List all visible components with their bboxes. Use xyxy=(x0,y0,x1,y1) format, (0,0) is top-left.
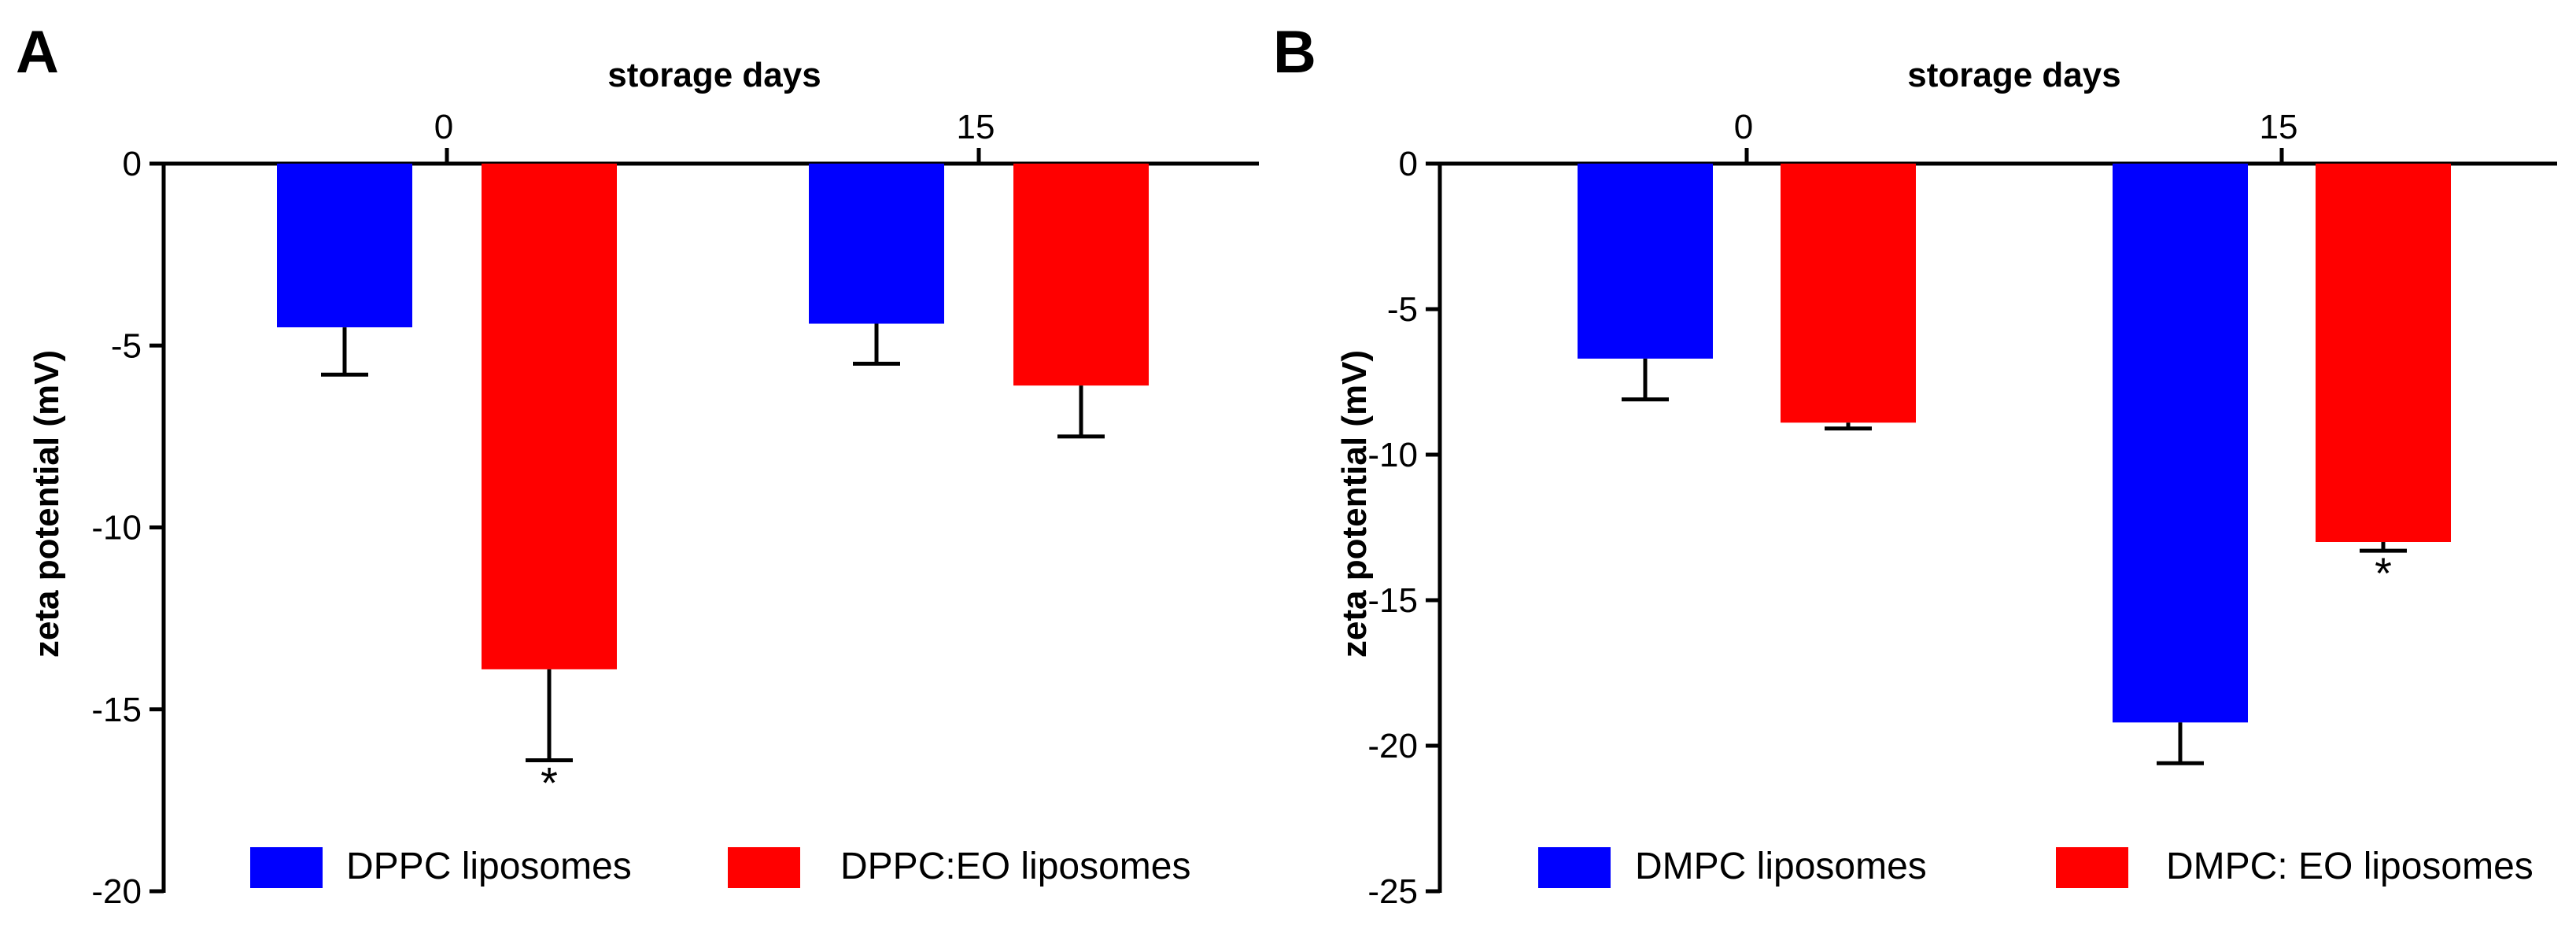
bar-red-0 xyxy=(1781,164,1916,423)
y-tick-label: -5 xyxy=(1387,290,1418,329)
significance-star: * xyxy=(2375,548,2392,598)
significance-star: * xyxy=(541,758,558,808)
bar-red-15 xyxy=(1013,164,1149,386)
y-tick-label: -20 xyxy=(1367,727,1418,765)
x-axis-title: storage days xyxy=(1907,56,2120,94)
legend-label: DPPC liposomes xyxy=(346,846,632,887)
legend-label: DPPC:EO liposomes xyxy=(840,846,1190,887)
bar-blue-15 xyxy=(2113,164,2248,723)
legend-label: DMPC liposomes xyxy=(1635,846,1927,887)
y-tick-label: 0 xyxy=(1399,145,1418,183)
bar-red-15 xyxy=(2316,164,2451,542)
bar-blue-15 xyxy=(809,164,944,324)
y-axis-title: zeta potential (mV) xyxy=(28,350,66,658)
y-tick-label: -25 xyxy=(1367,872,1418,911)
panel-letter: B xyxy=(1273,19,1316,86)
panel-letter: A xyxy=(16,19,59,86)
x-tick-label: 0 xyxy=(1734,108,1753,146)
y-tick-label: -5 xyxy=(111,326,142,365)
legend-label: DMPC: EO liposomes xyxy=(2166,846,2534,887)
legend-swatch xyxy=(250,847,323,888)
y-tick-label: -10 xyxy=(91,509,142,547)
y-tick-label: -15 xyxy=(91,691,142,729)
y-axis-title: zeta potential (mV) xyxy=(1335,350,1374,658)
bar-blue-0 xyxy=(1578,164,1713,359)
y-tick-label: -15 xyxy=(1367,581,1418,620)
legend-swatch xyxy=(728,847,800,888)
y-tick-label: -20 xyxy=(91,872,142,911)
legend-swatch xyxy=(1538,847,1611,888)
bar-red-0 xyxy=(482,164,617,669)
y-tick-label: 0 xyxy=(123,145,142,183)
bar-blue-0 xyxy=(277,164,412,328)
x-axis-title: storage days xyxy=(607,56,821,94)
x-tick-label: 0 xyxy=(434,108,453,146)
x-tick-label: 15 xyxy=(957,108,995,146)
x-tick-label: 15 xyxy=(2260,108,2298,146)
legend-swatch xyxy=(2056,847,2128,888)
y-tick-label: -10 xyxy=(1367,436,1418,474)
